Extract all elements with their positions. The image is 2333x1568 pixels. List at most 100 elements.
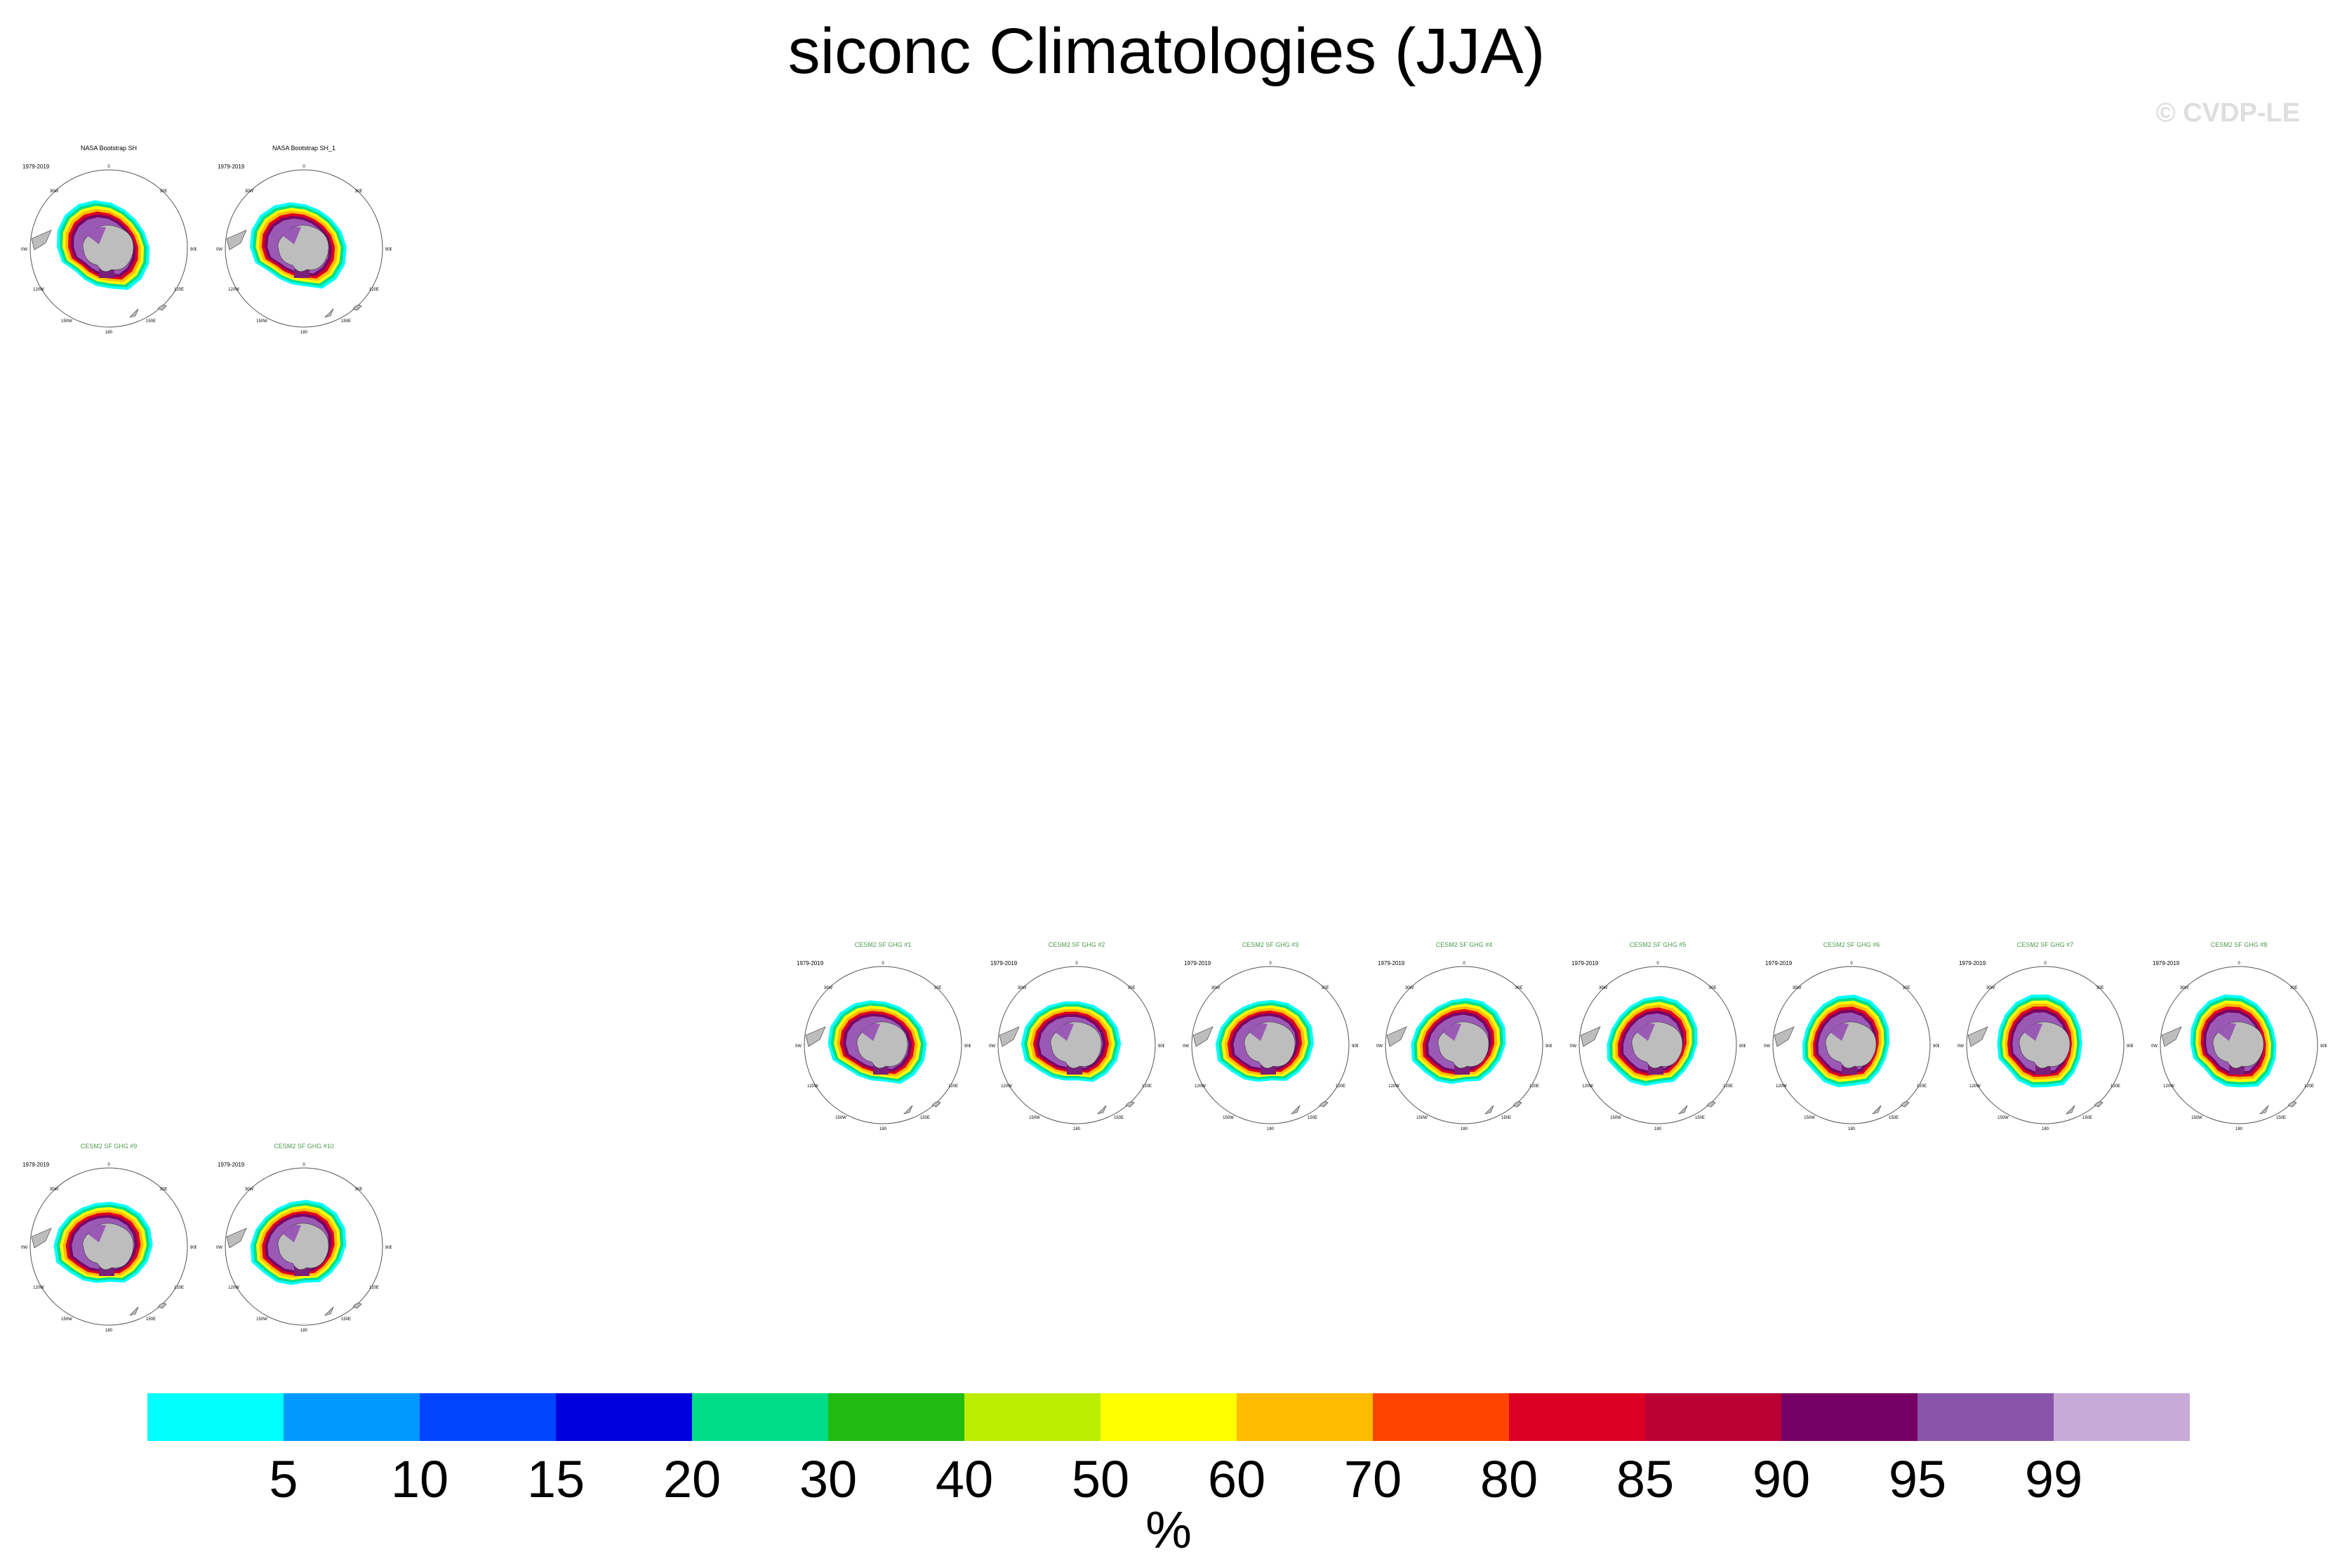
- map-panel: CESM2 SF GHG #2 1979-2019 0 90E 90W 180 30W 30E…: [989, 941, 1164, 1137]
- longitude-label: 120E: [174, 1286, 184, 1290]
- longitude-label: 30E: [1322, 986, 1329, 990]
- weddell-ice: [1249, 1023, 1268, 1041]
- longitude-label: 150W: [1029, 1116, 1040, 1120]
- colorbar-tick-label: 30: [799, 1450, 858, 1508]
- longitude-label: 30E: [1128, 986, 1136, 990]
- longitude-label: 0: [1463, 962, 1465, 966]
- new-zealand-landmass: [1097, 1105, 1107, 1115]
- longitude-label: 150E: [146, 1317, 156, 1322]
- map-panel: CESM2 SF GHG #7 1979-2019 0 90E 90W 180 30W 30E…: [1958, 941, 2133, 1137]
- panel-title: CESM2 SF GHG #3: [1242, 941, 1299, 948]
- longitude-label: 120E: [174, 288, 184, 292]
- south-america-landmass: [1774, 1026, 1795, 1047]
- longitude-label: 180: [1848, 1127, 1856, 1131]
- south-america-landmass: [999, 1026, 1020, 1047]
- new-zealand-landmass: [324, 1306, 334, 1316]
- longitude-label: 30W: [1793, 986, 1802, 990]
- longitude-label: 30W: [824, 986, 833, 990]
- longitude-label: 30E: [1903, 986, 1910, 990]
- australia-landmass: [1513, 1101, 1522, 1108]
- longitude-label: 30W: [245, 1188, 254, 1192]
- longitude-label: 180: [879, 1127, 887, 1131]
- longitude-label: 30W: [1211, 986, 1221, 990]
- panel-period: 1979-2019: [1765, 960, 1793, 966]
- longitude-label: 90E: [1352, 1044, 1358, 1049]
- longitude-label: 0: [303, 1163, 305, 1167]
- longitude-label: 120W: [33, 1286, 44, 1290]
- weddell-ice: [1056, 1023, 1074, 1041]
- longitude-label: 0: [107, 1163, 110, 1167]
- longitude-label: 180: [1654, 1127, 1662, 1131]
- australia-landmass: [157, 1303, 167, 1309]
- longitude-label: 150W: [1804, 1116, 1815, 1120]
- longitude-label: 90W: [1764, 1044, 1770, 1049]
- longitude-label: 90W: [1958, 1044, 1964, 1049]
- polar-map: 0 90E 90W 180 30W 30E 120W 120E 150W 150E: [1183, 962, 1358, 1131]
- longitude-label: 150W: [256, 1317, 267, 1322]
- longitude-label: 30W: [2180, 986, 2189, 990]
- australia-landmass: [2094, 1101, 2103, 1108]
- panel-title: CESM2 SF GHG #1: [854, 941, 912, 948]
- map-panel: CESM2 SF GHG #5 1979-2019 0 90E 90W 180 30W 30E…: [1570, 941, 1746, 1137]
- polar-map: 0 90E 90W 180 30W 30E 120W 120E 150W 150E: [21, 165, 197, 335]
- map-panel: CESM2 SF GHG #10 1979-2019 0 90E 90W 180 30W 30…: [216, 1142, 392, 1338]
- longitude-label: 120E: [1142, 1084, 1152, 1089]
- longitude-label: 90W: [1183, 1044, 1189, 1049]
- longitude-label: 0: [1850, 962, 1853, 966]
- figure-title: siconc Climatologies (JJA): [787, 15, 1546, 87]
- panel-period: 1979-2019: [797, 960, 824, 966]
- south-america-landmass: [2161, 1026, 2182, 1047]
- longitude-label: 30W: [1018, 986, 1027, 990]
- longitude-label: 0: [1075, 962, 1078, 966]
- longitude-label: 180: [1073, 1127, 1081, 1131]
- map-panel: CESM2 SF GHG #1 1979-2019 0 90E 90W 180 30W 30E…: [795, 941, 971, 1137]
- longitude-label: 0: [303, 165, 305, 169]
- longitude-label: 180: [300, 1329, 308, 1333]
- longitude-label: 150E: [1308, 1116, 1317, 1120]
- weddell-ice: [1637, 1023, 1655, 1041]
- longitude-label: 90W: [216, 1246, 222, 1250]
- map-panel: CESM2 SF GHG #3 1979-2019 0 90E 90W 180 30W 30E…: [1183, 941, 1358, 1137]
- map-panel: CESM2 SF GHG #9 1979-2019 0 90E 90W 180 30W 30E…: [21, 1142, 197, 1338]
- longitude-label: 180: [300, 331, 308, 335]
- new-zealand-landmass: [1872, 1105, 1882, 1115]
- copyright-label: © CVDP-LE: [2155, 98, 2300, 128]
- longitude-label: 0: [882, 962, 884, 966]
- panel-period: 1979-2019: [218, 164, 245, 170]
- longitude-label: 120E: [948, 1084, 958, 1089]
- longitude-label: 30W: [50, 1188, 59, 1192]
- colorbar-tick-label: 15: [526, 1450, 585, 1508]
- colorbar-tick-label: 70: [1343, 1450, 1402, 1508]
- longitude-label: 90W: [2151, 1044, 2158, 1049]
- colorbar-tick-label: 20: [663, 1450, 722, 1508]
- colorbar-segment: [1509, 1393, 1645, 1441]
- longitude-label: 30E: [1709, 986, 1717, 990]
- colorbar-segment: [2054, 1393, 2190, 1441]
- longitude-label: 0: [107, 165, 110, 169]
- longitude-label: 30E: [160, 190, 168, 194]
- colorbar-tick-label: 40: [935, 1450, 994, 1508]
- australia-landmass: [931, 1101, 941, 1108]
- polar-map: 0 90E 90W 180 30W 30E 120W 120E 150W 150E: [1570, 962, 1746, 1131]
- colorbar-tick-label: 90: [1752, 1450, 1811, 1508]
- weddell-ice: [1830, 1023, 1849, 1041]
- new-zealand-landmass: [2259, 1105, 2269, 1115]
- australia-landmass: [1900, 1101, 1910, 1108]
- longitude-label: 120E: [1529, 1084, 1539, 1089]
- longitude-label: 30W: [1599, 986, 1608, 990]
- longitude-label: 90W: [1570, 1044, 1576, 1049]
- longitude-label: 180: [2042, 1127, 2049, 1131]
- longitude-label: 30E: [355, 190, 363, 194]
- new-zealand-landmass: [324, 308, 334, 318]
- longitude-label: 90W: [795, 1044, 802, 1049]
- longitude-label: 30W: [1405, 986, 1414, 990]
- longitude-label: 120W: [228, 288, 239, 292]
- south-america-landmass: [31, 230, 52, 251]
- weddell-ice: [2024, 1023, 2042, 1041]
- longitude-label: 120W: [1195, 1084, 1206, 1089]
- longitude-label: 90W: [21, 248, 27, 252]
- longitude-label: 120W: [1969, 1084, 1981, 1089]
- longitude-label: 30E: [355, 1188, 363, 1192]
- longitude-label: 120E: [369, 288, 379, 292]
- south-america-landmass: [31, 1228, 52, 1249]
